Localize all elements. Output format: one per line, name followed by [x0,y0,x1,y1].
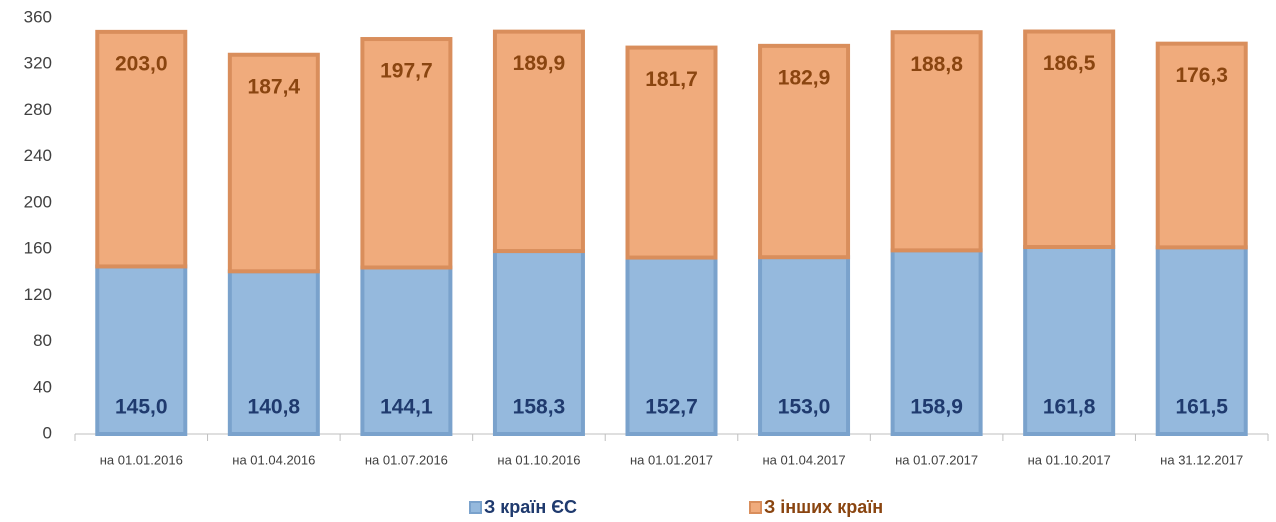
y-tick-label: 0 [43,423,52,442]
bar-segment [360,265,453,436]
bar-segment [227,52,320,274]
value-label: 181,7 [645,68,698,91]
value-label: 197,7 [380,60,433,83]
bar-segment [890,30,983,253]
value-label: 153,0 [778,396,831,419]
value-label: 161,5 [1175,396,1228,419]
y-tick-label: 280 [24,100,52,119]
value-label: 176,3 [1175,64,1228,87]
legend-swatch [749,501,762,514]
x-tick-label: на 01.04.2016 [232,452,315,467]
value-label: 189,9 [513,52,566,75]
y-tick-label: 200 [24,192,52,211]
x-tick-label: на 01.10.2017 [1028,452,1111,467]
x-tick-label: на 01.10.2016 [497,452,580,467]
legend-label: З країн ЄС [484,497,577,517]
y-tick-label: 80 [33,331,52,350]
bar-segment [95,264,188,437]
value-label: 140,8 [248,396,301,419]
value-label: 158,9 [910,396,963,419]
legend-swatch [469,501,482,514]
y-tick-label: 240 [24,146,52,165]
legend-label: З інших країн [764,497,883,517]
value-label: 161,8 [1043,396,1096,419]
value-label: 188,8 [910,53,963,76]
value-label: 187,4 [248,75,301,98]
x-tick-label: на 31.12.2017 [1160,452,1243,467]
x-tick-label: на 01.01.2017 [630,452,713,467]
y-tick-label: 360 [24,7,52,26]
bar-segment [890,248,983,436]
value-label: 144,1 [380,396,433,419]
bar-segment [360,37,453,270]
value-label: 152,7 [645,396,698,419]
bar-segment [95,29,188,269]
x-tick-label: на 01.01.2016 [100,452,183,467]
y-tick-label: 120 [24,285,52,304]
x-tick-label: на 01.04.2017 [763,452,846,467]
value-label: 186,5 [1043,52,1096,75]
bar-segment [1023,245,1116,436]
y-tick-label: 320 [24,54,52,73]
x-tick-label: на 01.07.2017 [895,452,978,467]
value-label: 158,3 [513,396,566,419]
bar-segment [492,29,585,254]
bar-segment [1155,41,1248,250]
y-tick-label: 160 [24,239,52,258]
bar-segment [758,43,851,260]
y-tick-label: 40 [33,377,52,396]
bar-segment [625,45,718,260]
bar-segment [1023,29,1116,250]
value-label: 182,9 [778,66,831,89]
bar-segment [227,269,320,437]
value-label: 145,0 [115,396,168,419]
x-tick-label: на 01.07.2016 [365,452,448,467]
value-label: 203,0 [115,52,168,75]
